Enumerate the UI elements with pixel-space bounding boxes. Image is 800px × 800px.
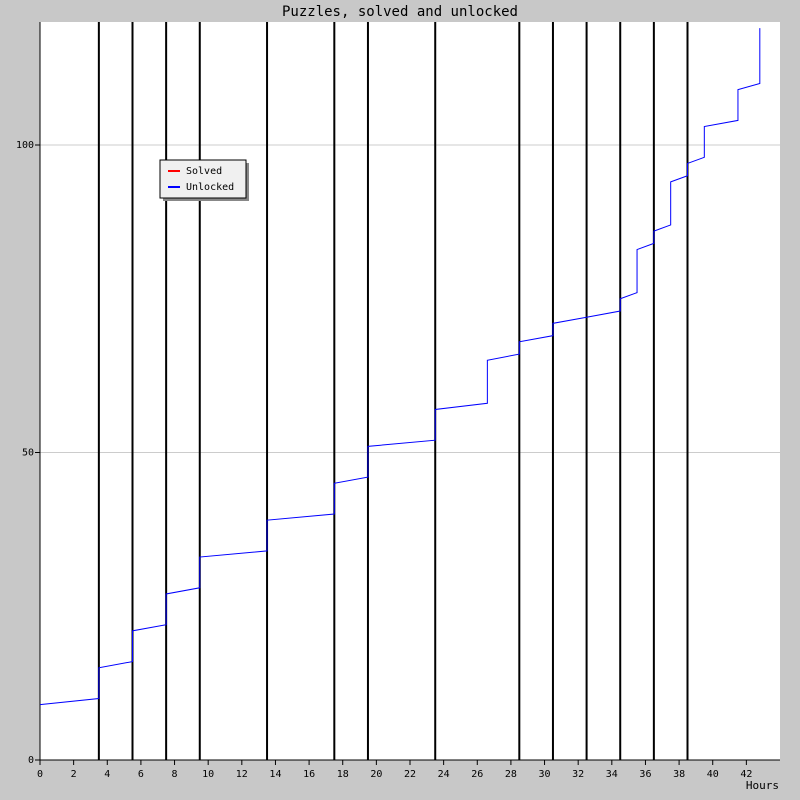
x-tick-label: 10 <box>202 769 214 780</box>
x-tick-label: 0 <box>37 769 43 780</box>
x-tick-label: 40 <box>707 769 719 780</box>
x-tick-label: 42 <box>740 769 752 780</box>
x-tick-label: 24 <box>438 769 450 780</box>
x-tick-label: 30 <box>539 769 551 780</box>
x-tick-label: 26 <box>471 769 483 780</box>
x-tick-label: 14 <box>269 769 281 780</box>
x-tick-label: 2 <box>71 769 77 780</box>
x-tick-label: 4 <box>104 769 110 780</box>
legend-label: Solved <box>186 166 222 177</box>
x-axis-label: Hours <box>746 779 779 792</box>
chart-title: Puzzles, solved and unlocked <box>282 4 518 20</box>
series-line <box>39 28 761 706</box>
x-tick-label: 18 <box>337 769 349 780</box>
y-tick-label: 50 <box>22 448 34 459</box>
x-tick-label: 32 <box>572 769 584 780</box>
legend-box <box>159 159 247 199</box>
y-tick-label: 0 <box>28 755 34 766</box>
x-tick-label: 34 <box>606 769 618 780</box>
y-tick-label: 100 <box>16 140 34 151</box>
x-tick-label: 36 <box>639 769 651 780</box>
plot-area <box>40 22 780 760</box>
legend-label: Unlocked <box>186 182 234 193</box>
x-tick-label: 22 <box>404 769 416 780</box>
x-tick-label: 38 <box>673 769 685 780</box>
x-tick-label: 28 <box>505 769 517 780</box>
x-tick-label: 16 <box>303 769 315 780</box>
x-tick-label: 6 <box>138 769 144 780</box>
x-tick-label: 12 <box>236 769 248 780</box>
x-tick-label: 8 <box>172 769 178 780</box>
x-tick-label: 20 <box>370 769 382 780</box>
